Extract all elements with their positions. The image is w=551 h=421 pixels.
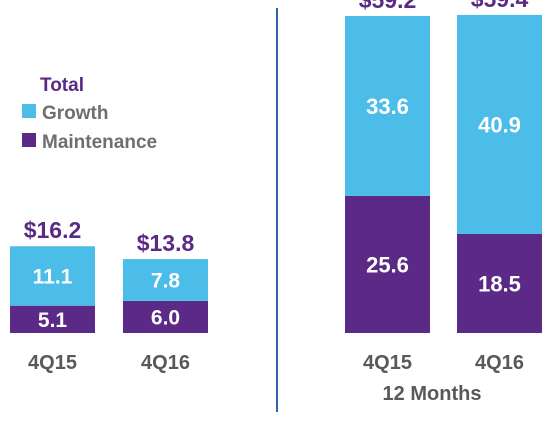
legend-swatch-maintenance (22, 133, 36, 147)
data-label-maintenance-4q15-panel2: 25.6 (366, 252, 409, 277)
data-label-maintenance-4q15-panel1: 5.1 (38, 309, 68, 332)
data-label-maintenance-4q16-panel1: 6.0 (151, 306, 180, 329)
x-tick-4q15-panel1: 4Q15 (28, 352, 77, 374)
total-label-4q15-panel2: $59.2 (359, 0, 417, 13)
total-label-4q15-panel1: $16.2 (24, 217, 82, 243)
bar-maintenance-4q16-panel2 (457, 233, 542, 333)
total-label-4q16-panel1: $13.8 (137, 230, 195, 256)
legend-label-growth: Growth (42, 103, 109, 124)
data-label-growth-4q15-panel1: 11.1 (33, 266, 73, 289)
data-label-growth-4q16-panel1: 7.8 (151, 270, 181, 293)
bar-growth-4q16-panel1 (123, 259, 208, 301)
bar-growth-4q15-panel2 (345, 15, 430, 196)
legend-swatch-growth (22, 104, 36, 118)
x-tick-4q16-panel2: 4Q16 (475, 352, 524, 374)
x-tick-4q15-panel2: 4Q15 (363, 352, 412, 374)
bar-growth-4q16-panel2 (457, 14, 542, 234)
legend-title: Total (40, 75, 84, 96)
legend: Total Growth Maintenance (22, 75, 157, 153)
bar-maintenance-4q15-panel1 (10, 305, 95, 333)
chart-marks: 5.1 11.1 $16.2 4Q15 6.0 7.8 $13.8 4Q16 25.6 33.6 $… (10, 0, 542, 405)
data-label-maintenance-4q16-panel2: 18.5 (478, 271, 521, 296)
group-label-panel2: 12 Months (383, 383, 482, 405)
bar-maintenance-4q15-panel2 (345, 195, 430, 333)
x-tick-4q16-panel1: 4Q16 (141, 352, 190, 374)
total-label-4q16-panel2: $59.4 (471, 0, 529, 12)
legend-label-maintenance: Maintenance (42, 132, 157, 153)
data-label-growth-4q16-panel2: 40.9 (478, 112, 521, 137)
bar-maintenance-4q16-panel1 (123, 300, 208, 333)
bar-growth-4q15-panel1 (10, 246, 95, 306)
data-label-growth-4q15-panel2: 33.6 (366, 94, 409, 119)
